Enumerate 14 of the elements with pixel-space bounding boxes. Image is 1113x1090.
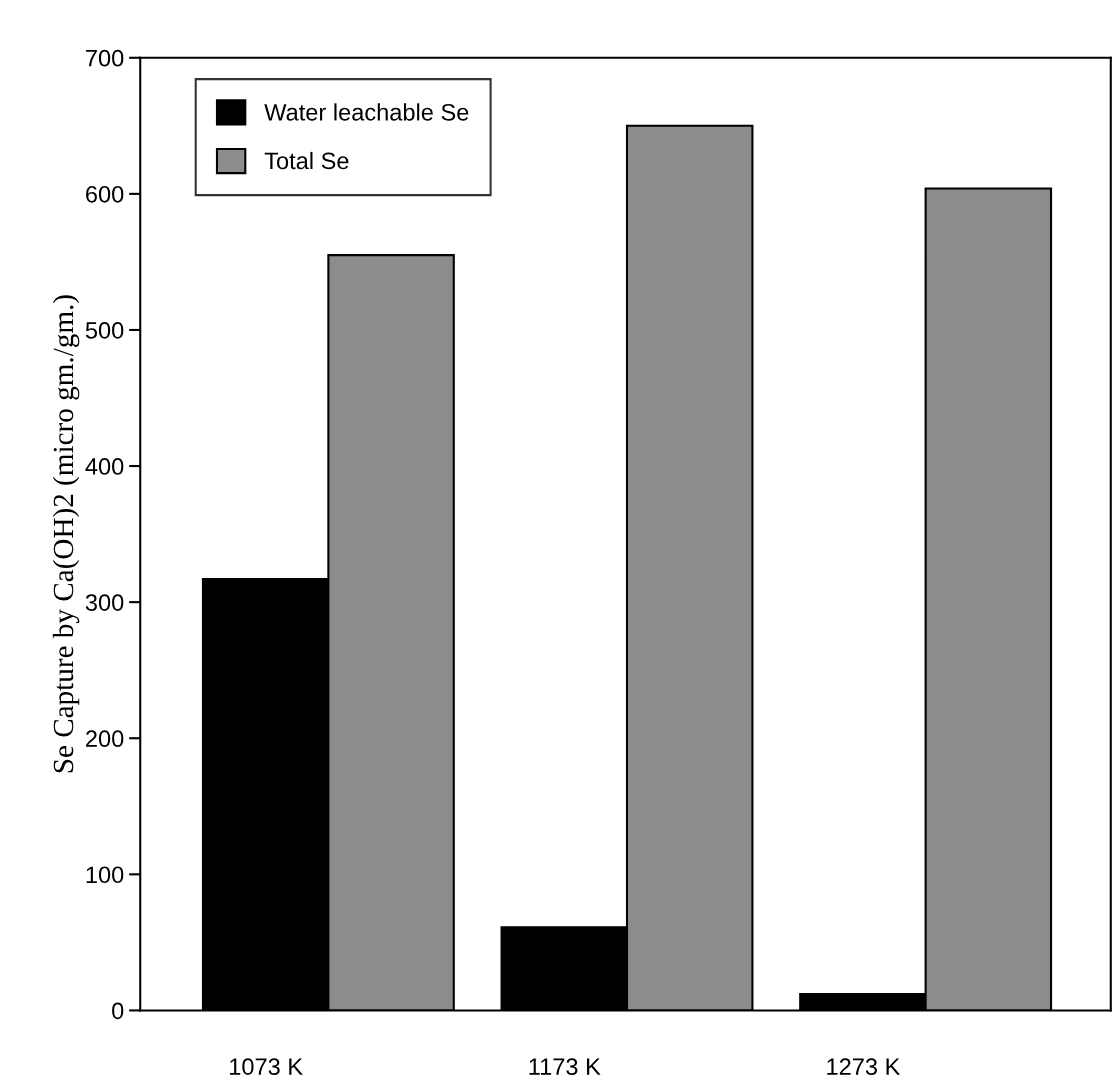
- y-tick-label: 700: [86, 49, 124, 67]
- y-tick-label: 600: [86, 185, 124, 203]
- y-tick-label: 300: [85, 594, 124, 611]
- y-tick-label: 0: [112, 1002, 124, 1020]
- legend-label: Total Se: [264, 151, 349, 170]
- y-tick-label: 100: [86, 866, 124, 884]
- x-tick-label: 1173 K: [529, 1058, 601, 1075]
- y-axis-title: Se Capture by Ca(OH)2 (micro gm./gm.): [52, 295, 80, 773]
- y-tick-label: 400: [85, 458, 124, 475]
- y-tick-label: 500: [85, 322, 124, 339]
- y-tick-label: 200: [86, 730, 124, 748]
- legend-label: Water leachable Se: [264, 103, 469, 121]
- x-tick-label: 1273 K: [827, 1058, 901, 1075]
- x-tick-label: 1073 K: [230, 1058, 303, 1075]
